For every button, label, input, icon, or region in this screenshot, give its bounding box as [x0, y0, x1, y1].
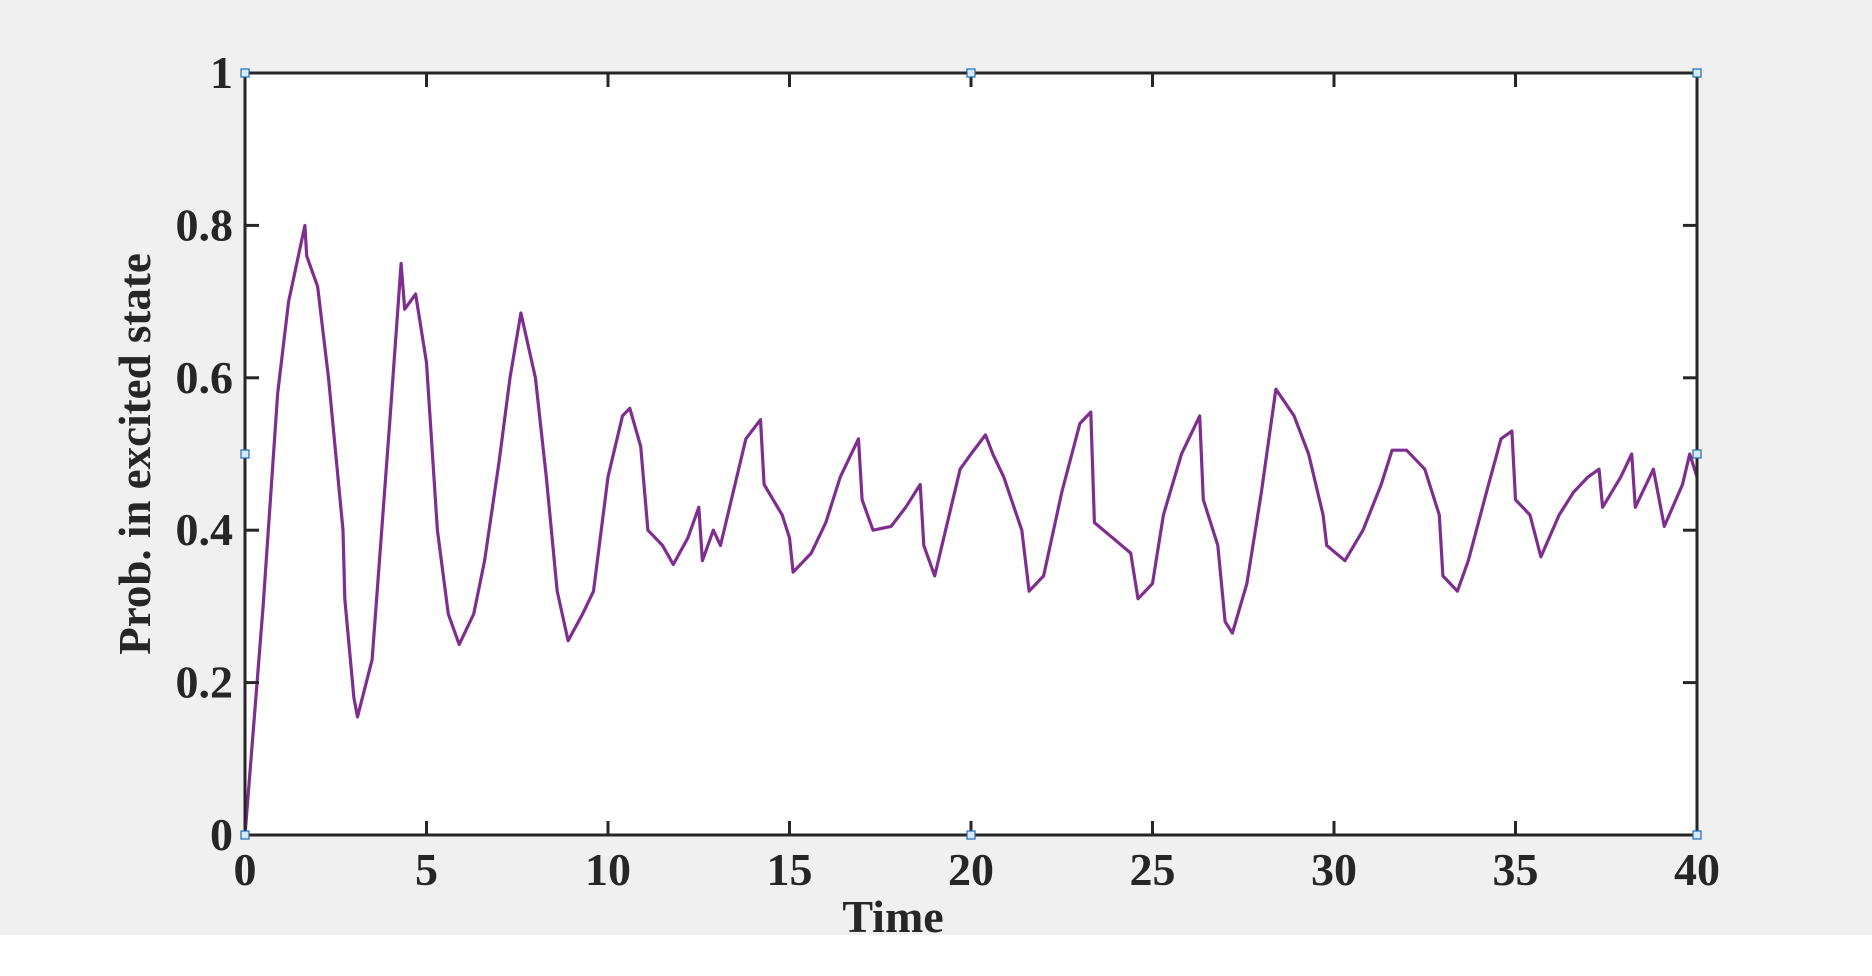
selection-handle [966, 830, 976, 840]
selection-handle [240, 68, 250, 78]
y-tick-label: 0.6 [176, 352, 234, 403]
selection-handle [1692, 449, 1702, 459]
x-tick-label: 30 [1311, 844, 1357, 895]
x-tick-label: 0 [234, 844, 257, 895]
selection-handle [1692, 830, 1702, 840]
x-tick-label: 10 [585, 844, 631, 895]
y-tick-label: 1 [210, 47, 233, 98]
data-line [243, 223, 1699, 836]
y-tick-label: 0 [210, 809, 233, 860]
x-tick-label: 25 [1130, 844, 1176, 895]
y-tick-label: 0.8 [176, 199, 234, 250]
y-axis-label: Prob. in excited state [110, 253, 160, 655]
x-tick-label: 40 [1674, 844, 1720, 895]
x-tick-label: 20 [948, 844, 994, 895]
x-tick-label: 15 [767, 844, 813, 895]
y-tick-label: 0.4 [176, 504, 234, 555]
x-tick-label: 35 [1493, 844, 1539, 895]
selection-handle [1692, 68, 1702, 78]
y-tick-label: 0.2 [176, 657, 234, 708]
selection-handle [240, 830, 250, 840]
selection-handle [966, 68, 976, 78]
x-axis-label: Time [842, 891, 943, 942]
x-tick-label: 5 [415, 844, 438, 895]
selection-handle [240, 449, 250, 459]
